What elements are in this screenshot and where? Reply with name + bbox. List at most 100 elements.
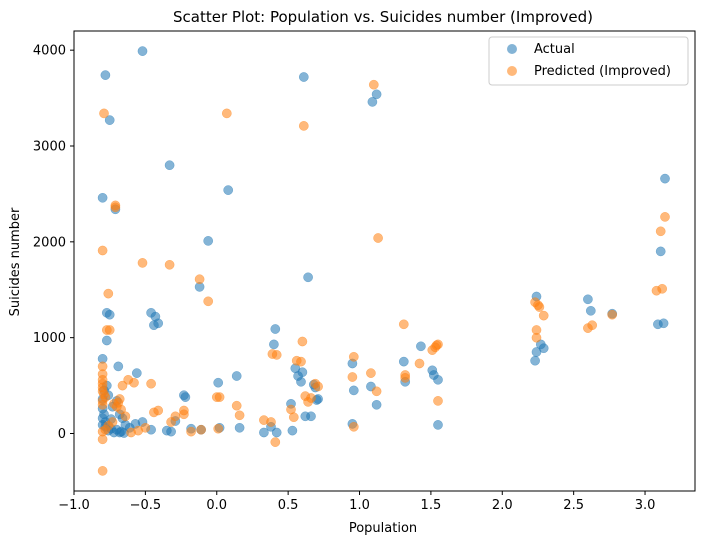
predicted-point <box>153 405 164 416</box>
plot-frame <box>73 30 696 492</box>
predicted-point <box>373 233 383 243</box>
actual-point <box>259 427 269 438</box>
legend-marker-predicted <box>507 66 517 76</box>
actual-point <box>297 367 308 378</box>
predicted-point <box>371 386 382 397</box>
actual-point <box>583 294 593 305</box>
actual-point <box>97 413 108 424</box>
predicted-point <box>313 381 323 392</box>
actual-point <box>538 343 549 354</box>
predicted-point <box>288 412 299 423</box>
predicted-point <box>398 319 409 330</box>
chart-title: Scatter Plot: Population vs. Suicides nu… <box>173 8 593 26</box>
actual-point <box>231 371 242 381</box>
x-tick-label: 0.0 <box>206 498 227 513</box>
actual-point <box>213 377 224 388</box>
actual-point <box>371 89 382 100</box>
predicted-point <box>221 108 232 119</box>
predicted-point <box>194 274 205 285</box>
predicted-point <box>97 434 108 445</box>
x-tick-label: −0.5 <box>130 498 162 513</box>
actual-point <box>164 160 175 171</box>
x-tick-label: −1.0 <box>58 498 90 513</box>
predicted-point <box>129 377 139 388</box>
predicted-point <box>214 392 225 402</box>
predicted-point <box>534 302 545 312</box>
predicted-point <box>146 378 156 389</box>
x-tick-label: 2.0 <box>492 498 513 513</box>
actual-point <box>113 361 124 372</box>
y-tick-label: 3000 <box>33 140 66 155</box>
predicted-point <box>271 350 282 360</box>
predicted-point <box>531 332 542 343</box>
actual-point <box>153 318 164 329</box>
actual-point <box>131 368 142 378</box>
actual-point <box>655 246 666 257</box>
actual-point <box>433 374 443 385</box>
predicted-point <box>179 409 189 420</box>
predicted-point <box>347 372 358 382</box>
actual-point <box>416 341 426 352</box>
actual-point <box>298 72 309 82</box>
actual-point <box>398 356 409 367</box>
actual-point <box>101 335 112 346</box>
y-tick-label: 1000 <box>33 331 66 346</box>
actual-point <box>223 185 234 195</box>
x-tick-label: 2.5 <box>563 498 584 513</box>
predicted-point <box>103 288 114 299</box>
predicted-point <box>97 466 108 476</box>
actual-point <box>269 339 279 350</box>
predicted-point <box>433 339 443 350</box>
legend-marker-actual <box>507 44 517 54</box>
predicted-point <box>657 283 668 294</box>
predicted-point <box>99 108 109 119</box>
predicted-point <box>270 437 281 447</box>
actual-point <box>104 115 115 125</box>
actual-point <box>97 192 108 203</box>
actual-point <box>660 173 670 184</box>
actual-point <box>271 427 282 438</box>
predicted-point <box>297 336 308 347</box>
predicted-point <box>660 212 670 222</box>
predicted-point <box>366 368 376 378</box>
actual-point <box>161 425 172 436</box>
actual-point <box>203 236 214 246</box>
actual-point <box>270 324 281 334</box>
x-tick-label: 3.0 <box>635 498 656 513</box>
predicted-point <box>607 309 618 320</box>
legend-box <box>488 36 689 86</box>
predicted-point <box>348 351 359 362</box>
y-tick-label: 0 <box>58 427 66 442</box>
actual-point <box>306 411 316 422</box>
predicted-point <box>298 121 309 131</box>
predicted-point <box>196 424 206 435</box>
predicted-point <box>433 396 443 406</box>
actual-point <box>348 385 359 396</box>
predicted-point <box>186 426 196 437</box>
actual-point <box>433 420 443 430</box>
actual-point <box>180 392 191 402</box>
predicted-point <box>306 393 316 403</box>
predicted-point <box>368 79 379 90</box>
predicted-point <box>104 325 115 335</box>
y-tick-label: 4000 <box>33 44 66 59</box>
actual-point <box>137 46 148 56</box>
actual-point <box>658 318 669 329</box>
predicted-point <box>587 320 598 331</box>
predicted-point <box>97 245 108 256</box>
actual-point <box>303 272 313 283</box>
actual-point <box>234 422 245 433</box>
legend-label-actual: Actual <box>534 42 575 57</box>
x-tick-label: 1.5 <box>421 498 442 513</box>
predicted-point <box>117 380 128 391</box>
predicted-point <box>296 356 306 367</box>
predicted-point <box>137 258 148 268</box>
series-1 <box>97 79 670 476</box>
predicted-point <box>231 400 242 411</box>
y-axis-ticks: 0 1000 2000 3000 4000 <box>33 44 74 442</box>
predicted-point <box>166 417 176 427</box>
legend-label-predicted: Predicted (Improved) <box>534 64 671 79</box>
predicted-point <box>203 296 214 307</box>
predicted-point <box>110 202 121 213</box>
